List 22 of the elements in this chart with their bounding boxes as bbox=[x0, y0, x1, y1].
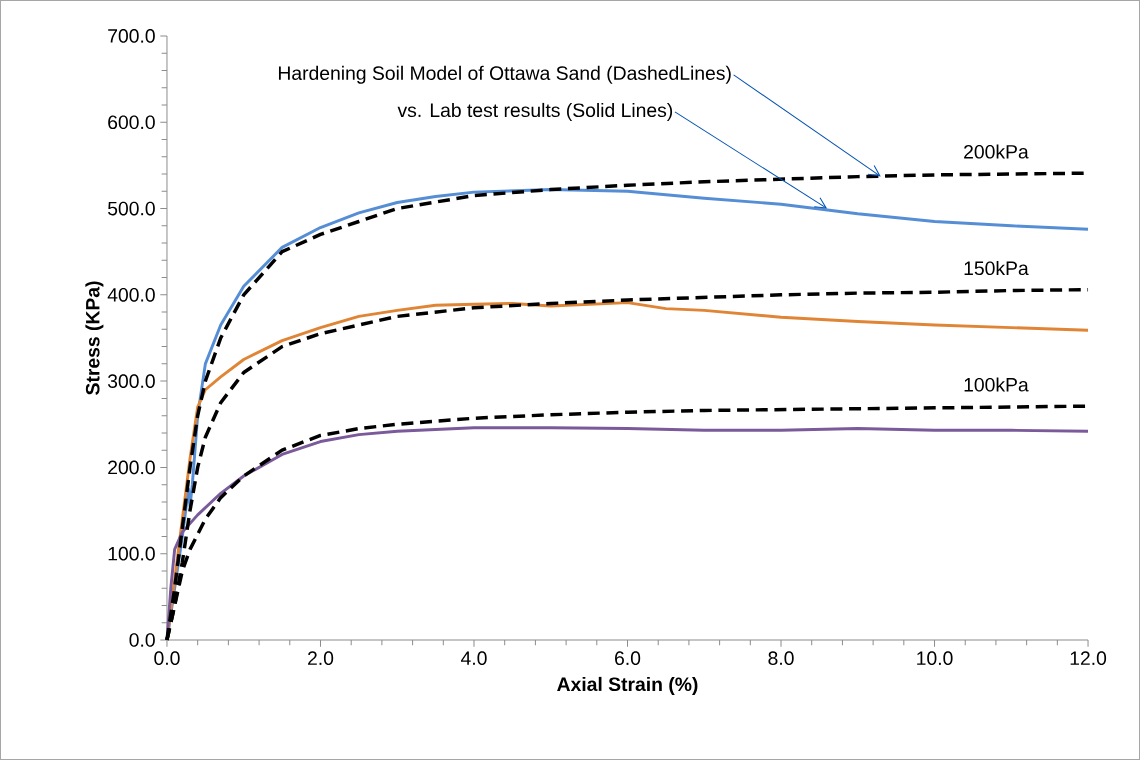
series-label: 200kPa bbox=[964, 144, 1029, 159]
annotation: vs. Lab test results (Solid Lines) bbox=[397, 102, 673, 121]
y-tick-label: 100.0 bbox=[108, 546, 155, 561]
y-tick-label: 400.0 bbox=[107, 287, 155, 302]
x-tick-label: 0.0 bbox=[154, 651, 180, 666]
y-axis-title: Stress (KPa) bbox=[85, 281, 104, 395]
x-tick-label: 4.0 bbox=[461, 651, 487, 666]
x-tick-label: 12.0 bbox=[1070, 651, 1107, 666]
y-tick-label: 300.0 bbox=[107, 374, 155, 388]
y-tick-label: 600.0 bbox=[108, 115, 155, 130]
y-tick-label: 200.0 bbox=[108, 460, 155, 475]
y-tick-label: 0.0 bbox=[129, 633, 155, 647]
x-tick-label: 10.0 bbox=[917, 651, 953, 666]
annotation: Hardening Soil Model of Ottawa Sand (DashedLines) bbox=[278, 65, 731, 84]
series-label: 100kPa bbox=[964, 377, 1029, 392]
y-tick-label: 500.0 bbox=[107, 201, 155, 216]
y-tick-label: 700.0 bbox=[108, 29, 155, 43]
x-tick-label: 8.0 bbox=[768, 651, 794, 666]
x-tick-label: 6.0 bbox=[615, 651, 641, 666]
x-axis-title: Axial Strain (%) bbox=[557, 676, 698, 695]
x-tick-label: 2.0 bbox=[308, 651, 334, 666]
series-label: 150kPa bbox=[964, 260, 1029, 276]
